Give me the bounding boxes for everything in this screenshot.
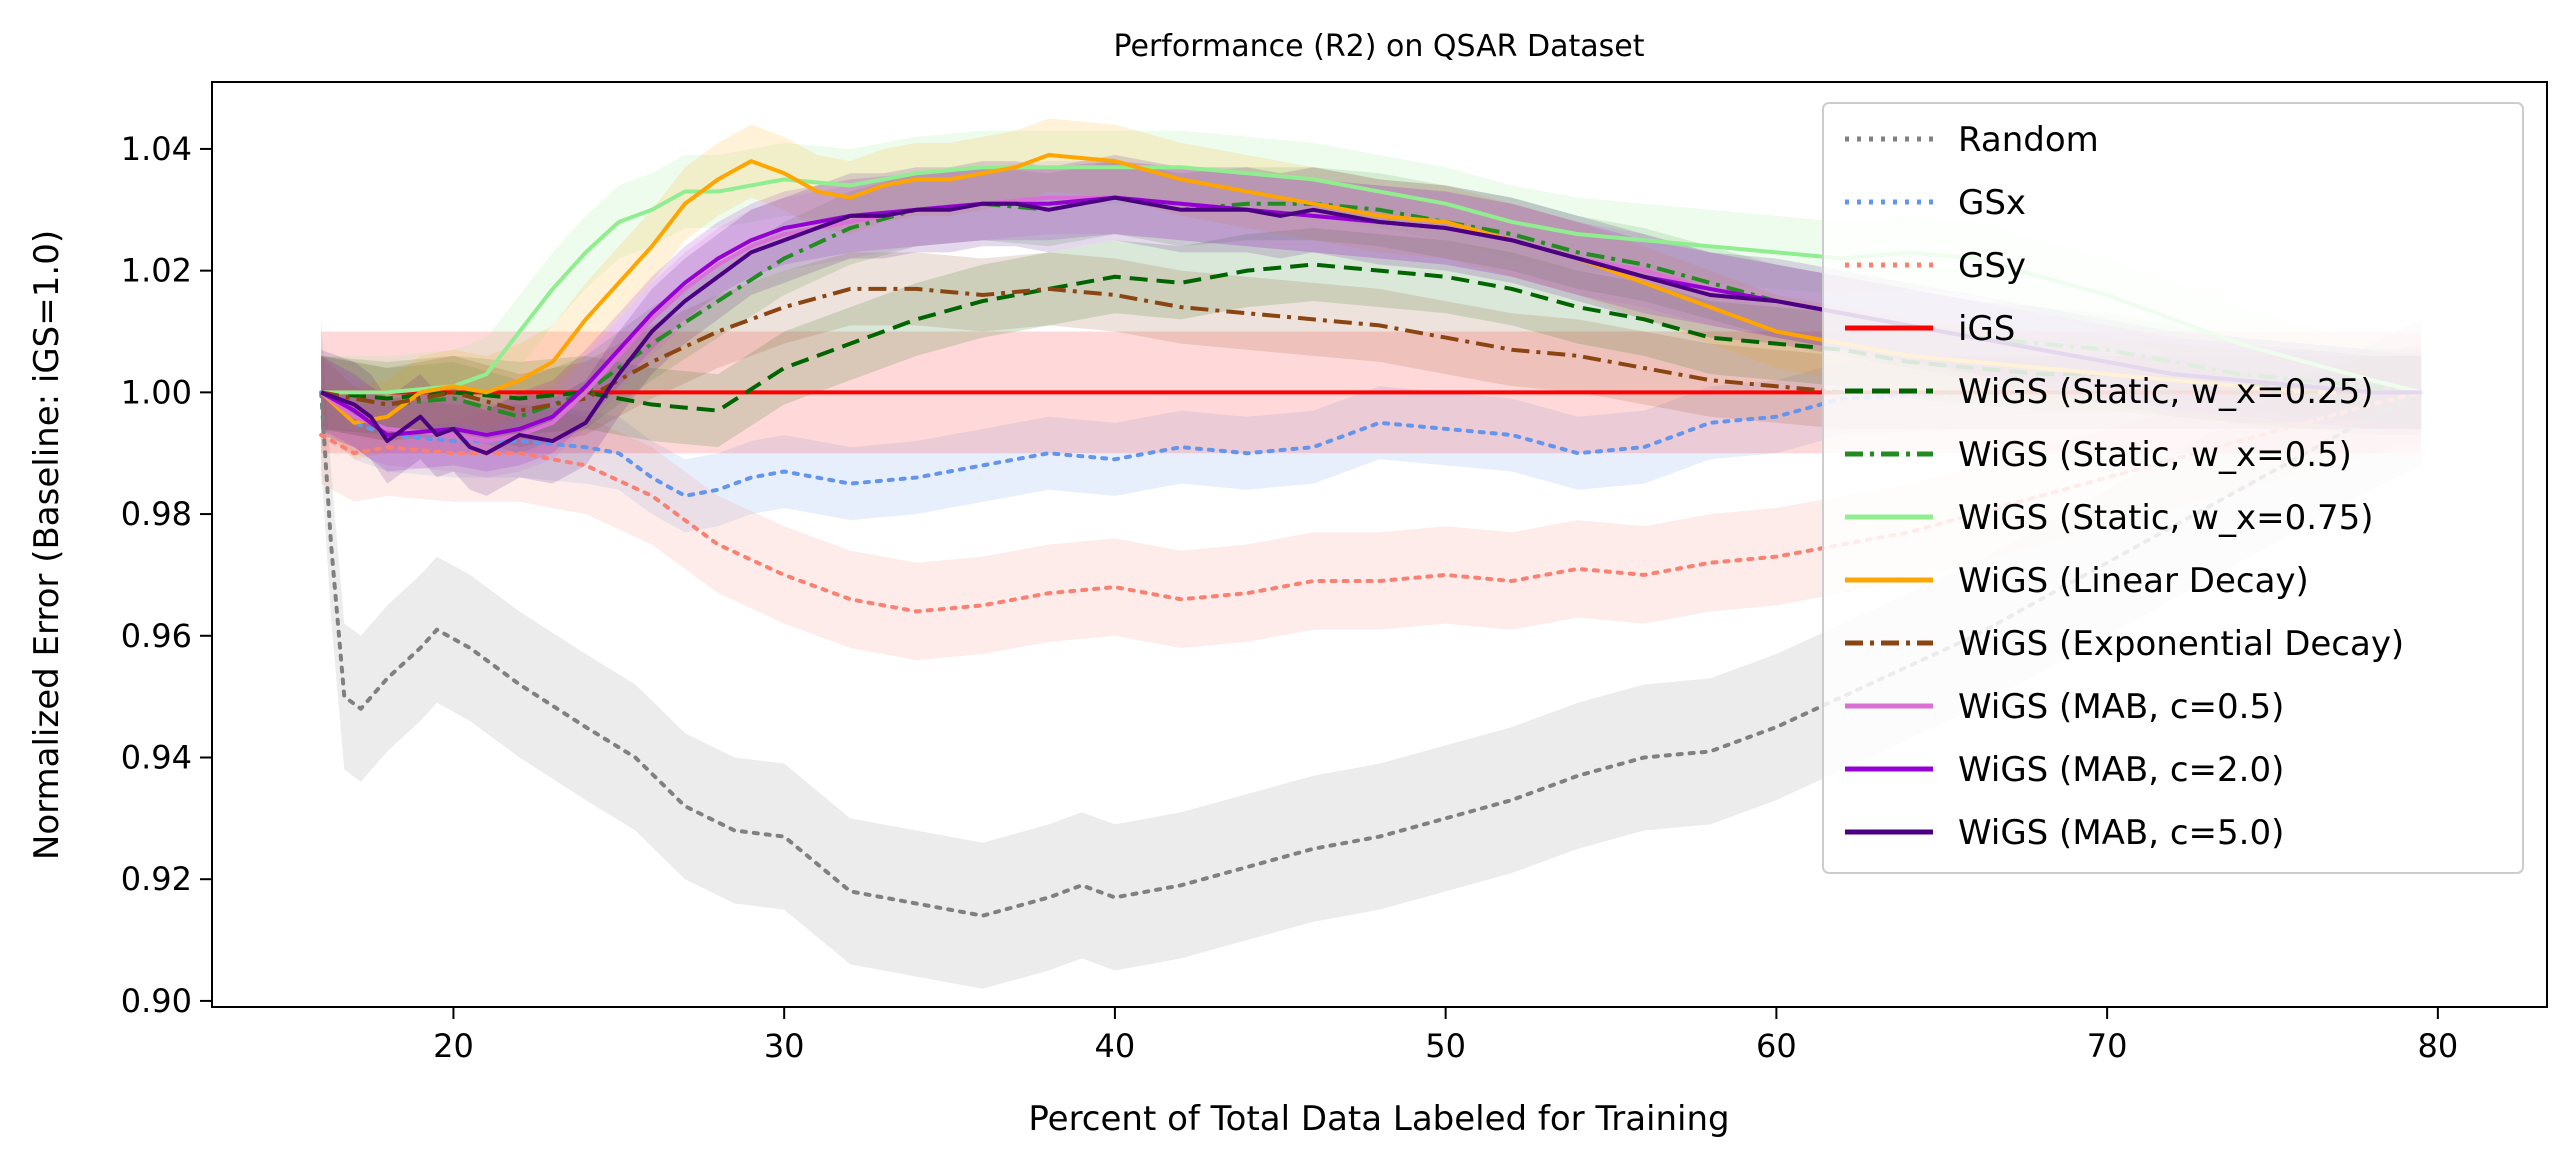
y-tick-label: 1.00 <box>121 373 192 411</box>
y-tick-label: 0.96 <box>121 617 192 655</box>
plot-frame <box>211 81 2548 1008</box>
legend-entry: GSy <box>1958 246 2026 286</box>
legend-entry: GSx <box>1958 183 2026 223</box>
legend-entry: WiGS (Static, w_x=0.5) <box>1958 435 2352 475</box>
legend-entry: WiGS (Static, w_x=0.25) <box>1958 372 2374 412</box>
legend-entry: WiGS (Exponential Decay) <box>1958 624 2404 664</box>
band-series-9 <box>321 161 2422 478</box>
band-series-5 <box>321 161 2422 454</box>
line-series-4 <box>320 262 2422 413</box>
legend-entry: WiGS (MAB, c=0.5) <box>1958 687 2284 727</box>
legend-entry: WiGS (Static, w_x=0.75) <box>1958 498 2374 538</box>
legend-entry: WiGS (MAB, c=2.0) <box>1958 750 2284 790</box>
legend-box <box>1822 102 2524 874</box>
x-tick-label: 60 <box>1756 1027 1797 1065</box>
legend-entry: Random <box>1958 120 2099 160</box>
x-tick-label: 80 <box>2417 1027 2458 1065</box>
y-tick-label: 1.04 <box>121 130 192 168</box>
x-tick-label: 30 <box>764 1027 805 1065</box>
legend-entry: WiGS (Linear Decay) <box>1958 561 2309 601</box>
band-series-6 <box>321 130 2422 429</box>
y-tick-label: 0.90 <box>121 982 192 1020</box>
x-axis-label: Percent of Total Data Labeled for Traini… <box>1028 1099 1729 1139</box>
y-tick-label: 0.98 <box>121 495 192 533</box>
legend-entry: WiGS (MAB, c=5.0) <box>1958 813 2284 853</box>
x-tick-label: 20 <box>433 1027 474 1065</box>
x-axis-ticks: 20 30 40 50 60 70 80 <box>433 1007 2458 1065</box>
x-tick-label: 70 <box>2087 1027 2128 1065</box>
y-tick-label: 0.94 <box>121 738 192 776</box>
y-axis-ticks: 0.90 0.92 0.94 0.96 0.98 1.00 1.02 1.04 <box>121 130 212 1020</box>
y-axis-label: Normalized Error (Baseline: iGS=1.0) <box>27 230 67 860</box>
line-series-8 <box>320 286 2422 413</box>
y-tick-label: 0.92 <box>121 860 192 898</box>
x-tick-label: 50 <box>1425 1027 1466 1065</box>
band-series-11 <box>321 155 2422 496</box>
x-tick-label: 40 <box>1095 1027 1136 1065</box>
legend-entry: iGS <box>1958 309 2015 349</box>
line-series-1 <box>319 390 2424 498</box>
band-series-0 <box>321 319 2422 989</box>
y-tick-label: 1.02 <box>121 252 192 290</box>
legend: Random GSx GSy iGS WiGS (Static, w_x=0.25) Wi… <box>1822 102 2524 874</box>
band-series-10 <box>321 161 2422 472</box>
chart-title: Performance (R2) on QSAR Dataset <box>1113 29 1644 64</box>
